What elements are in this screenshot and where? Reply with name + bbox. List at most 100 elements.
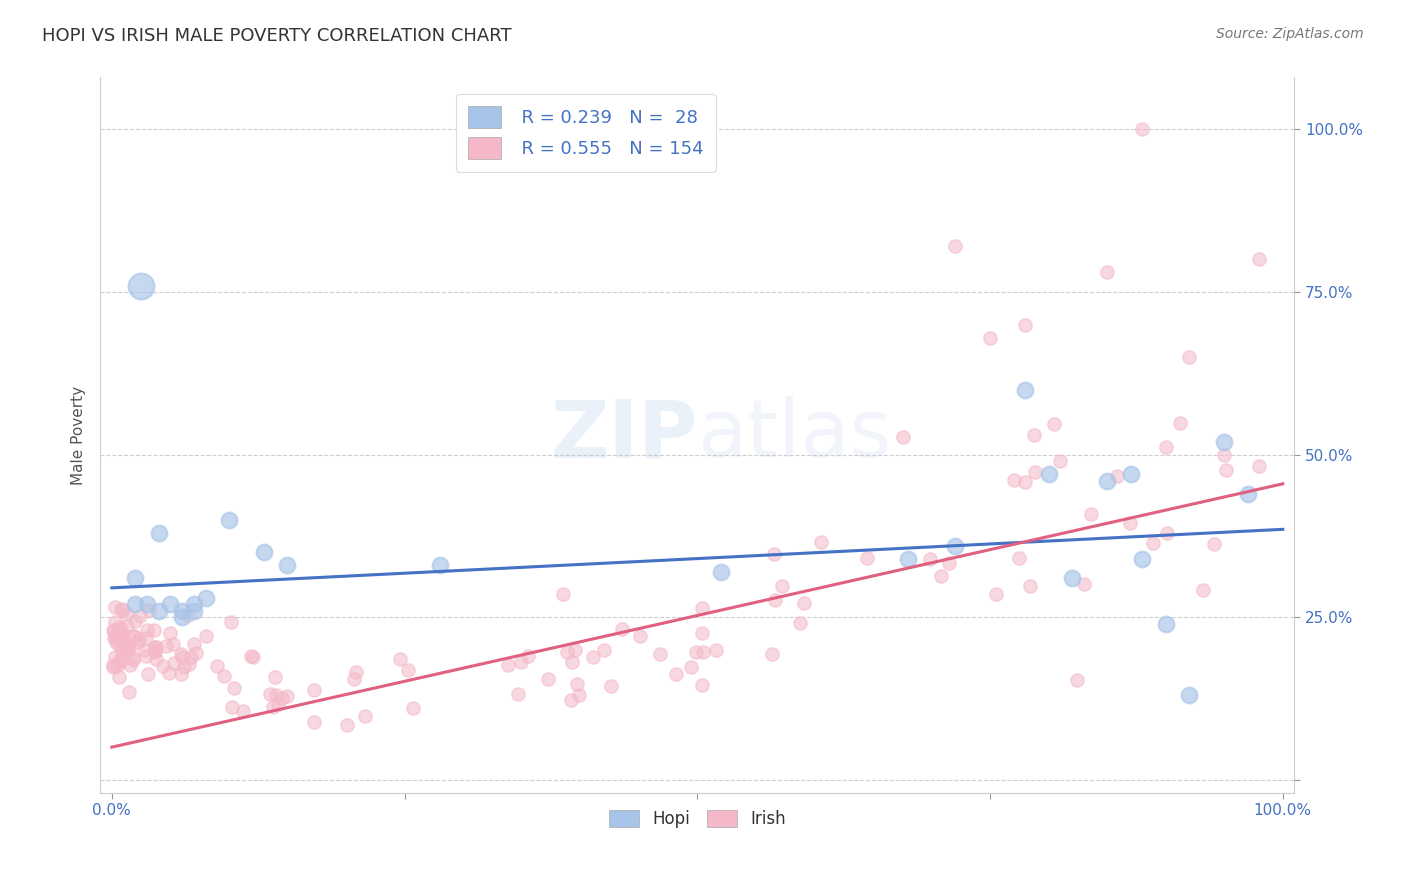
Point xyxy=(152,659,174,673)
Text: HOPI VS IRISH MALE POVERTY CORRELATION CHART: HOPI VS IRISH MALE POVERTY CORRELATION C… xyxy=(42,27,512,45)
Point xyxy=(1014,383,1036,397)
Point xyxy=(177,607,200,622)
Point xyxy=(1049,454,1071,468)
Point xyxy=(253,545,276,559)
Text: ZIP: ZIP xyxy=(550,396,697,474)
Point xyxy=(560,692,582,706)
Point xyxy=(344,665,367,680)
Point xyxy=(232,704,254,718)
Point xyxy=(107,631,129,645)
Point xyxy=(111,603,134,617)
Point xyxy=(162,637,184,651)
Point xyxy=(1215,463,1237,477)
Point xyxy=(1178,688,1201,702)
Point xyxy=(1014,475,1036,489)
Point xyxy=(118,638,141,652)
Legend: Hopi, Irish: Hopi, Irish xyxy=(602,803,793,834)
Point xyxy=(551,587,574,601)
Point xyxy=(264,688,287,702)
Y-axis label: Male Poverty: Male Poverty xyxy=(72,385,86,484)
Point xyxy=(1042,417,1064,431)
Point xyxy=(628,629,651,643)
Point xyxy=(222,681,245,696)
Point xyxy=(1168,417,1191,431)
Point xyxy=(104,649,127,664)
Point xyxy=(402,701,425,715)
Point xyxy=(170,647,193,661)
Point xyxy=(101,623,124,637)
Point xyxy=(142,624,165,638)
Point xyxy=(1038,467,1060,481)
Point xyxy=(219,615,242,629)
Point xyxy=(429,558,451,573)
Point xyxy=(561,655,583,669)
Point xyxy=(1130,122,1153,136)
Point xyxy=(111,648,134,663)
Point xyxy=(118,685,141,699)
Point xyxy=(276,558,298,573)
Point xyxy=(496,658,519,673)
Point xyxy=(157,666,180,681)
Point xyxy=(690,601,713,615)
Point xyxy=(108,620,131,634)
Point xyxy=(1154,616,1177,631)
Point xyxy=(1060,571,1083,585)
Point xyxy=(110,629,132,643)
Point xyxy=(184,646,207,660)
Point xyxy=(111,642,134,657)
Point xyxy=(1024,428,1046,442)
Point xyxy=(120,657,142,672)
Point xyxy=(506,687,529,701)
Point xyxy=(1066,673,1088,687)
Point xyxy=(856,551,879,566)
Point xyxy=(1156,526,1178,541)
Point xyxy=(111,626,134,640)
Point xyxy=(763,592,786,607)
Point xyxy=(183,597,205,611)
Point xyxy=(107,638,129,652)
Point xyxy=(1014,318,1036,332)
Point xyxy=(302,714,325,729)
Point xyxy=(118,642,141,657)
Point xyxy=(271,691,294,706)
Point xyxy=(396,663,419,677)
Point xyxy=(692,678,714,692)
Point xyxy=(117,607,139,621)
Point xyxy=(117,640,139,654)
Point xyxy=(136,597,159,611)
Point xyxy=(124,597,146,611)
Point xyxy=(665,666,688,681)
Point xyxy=(138,603,160,617)
Point xyxy=(108,655,131,669)
Point xyxy=(129,608,152,623)
Point xyxy=(1178,350,1201,364)
Point xyxy=(135,624,157,638)
Point xyxy=(648,647,671,661)
Point xyxy=(1213,448,1236,462)
Point xyxy=(612,623,634,637)
Point xyxy=(763,547,786,561)
Point xyxy=(692,645,714,659)
Point xyxy=(1236,486,1258,500)
Point xyxy=(343,673,366,687)
Point xyxy=(1095,474,1118,488)
Point xyxy=(108,670,131,684)
Point xyxy=(943,239,966,253)
Point xyxy=(564,643,586,657)
Point xyxy=(129,278,152,293)
Point xyxy=(276,690,298,704)
Point xyxy=(221,699,243,714)
Point xyxy=(1095,265,1118,279)
Point xyxy=(259,687,281,701)
Point xyxy=(194,591,217,605)
Point xyxy=(681,660,703,674)
Point xyxy=(690,626,713,640)
Point xyxy=(138,667,160,681)
Point xyxy=(135,648,157,663)
Point xyxy=(302,682,325,697)
Point xyxy=(1204,537,1226,551)
Point xyxy=(110,622,132,636)
Point xyxy=(517,649,540,664)
Point xyxy=(105,659,128,673)
Point xyxy=(893,430,915,444)
